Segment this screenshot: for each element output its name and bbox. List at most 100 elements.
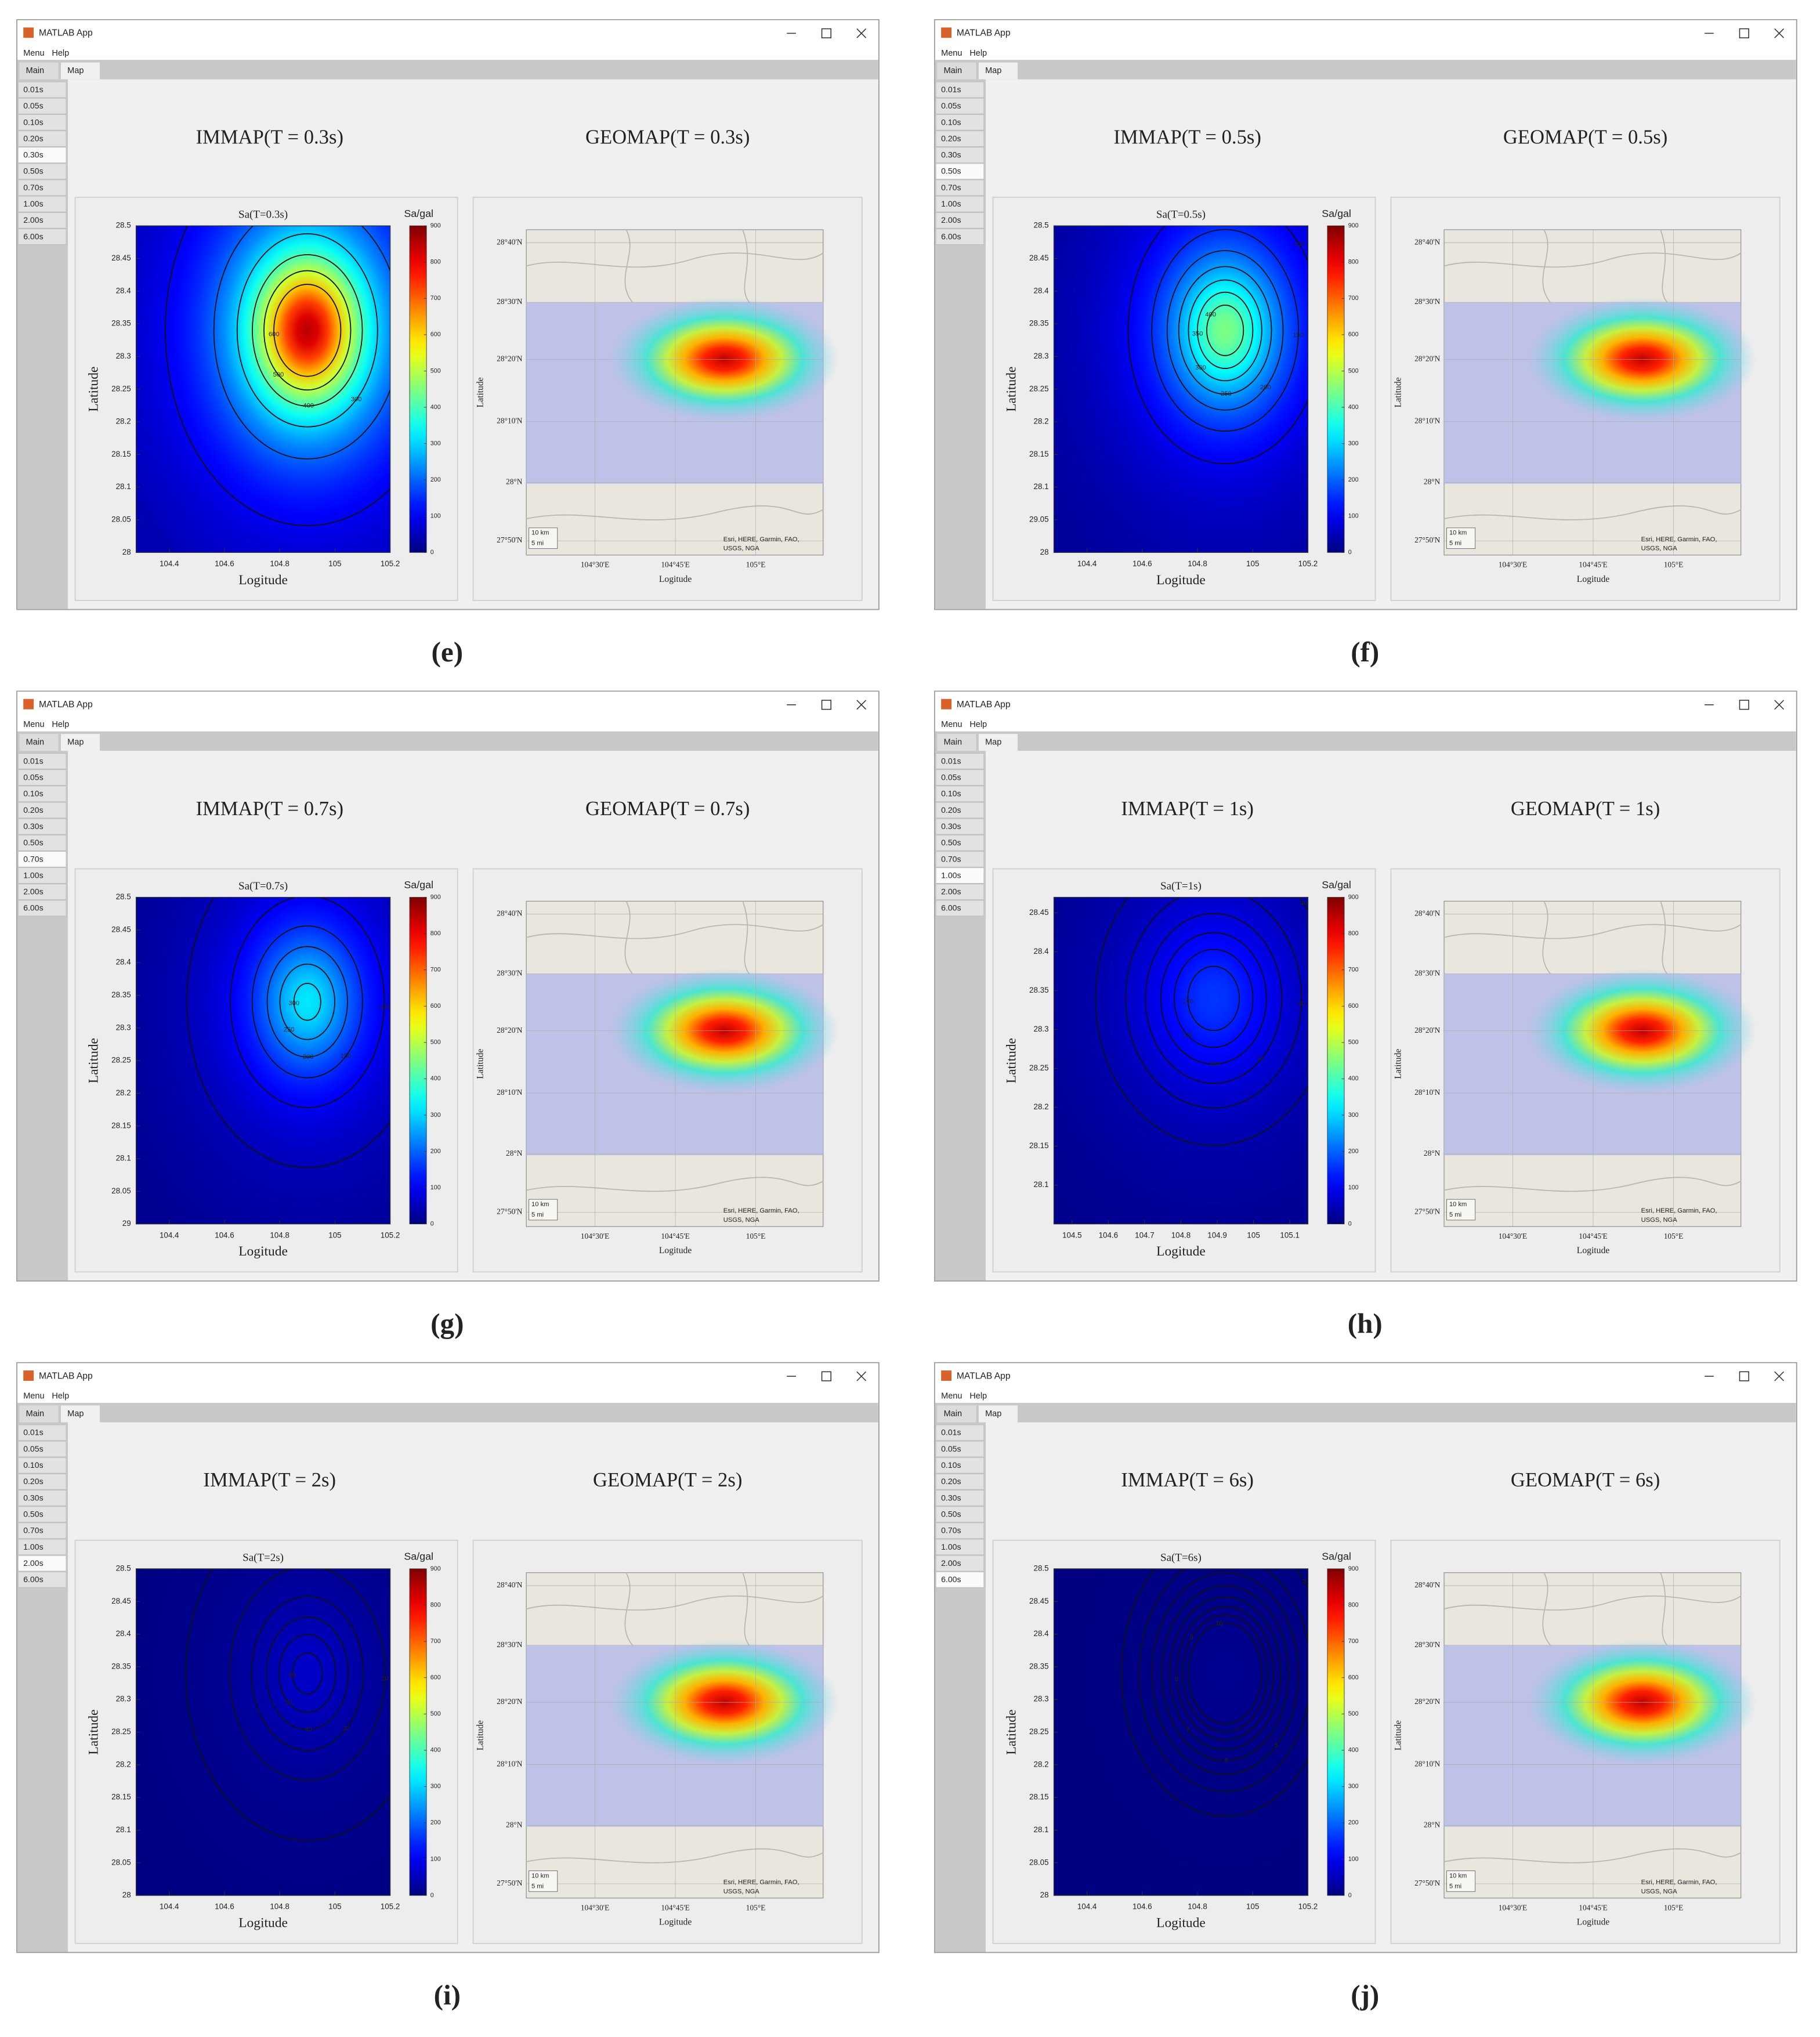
period-button[interactable] [935, 1441, 985, 1457]
tab[interactable] [978, 62, 1018, 79]
period-label[interactable]: 0.20s [941, 805, 961, 815]
period-button[interactable] [935, 196, 985, 212]
period-button[interactable] [17, 1457, 67, 1474]
tab[interactable] [978, 734, 1018, 751]
maximize-button[interactable] [821, 700, 831, 710]
period-label[interactable]: 0.01s [23, 85, 43, 94]
maximize-button[interactable] [1739, 700, 1749, 710]
period-button[interactable] [17, 851, 67, 867]
period-button[interactable] [935, 769, 985, 786]
period-button[interactable] [935, 834, 985, 851]
period-button[interactable] [17, 163, 67, 180]
period-button[interactable] [17, 1555, 67, 1572]
tab[interactable] [19, 1405, 59, 1423]
menu-item[interactable]: Menu [941, 1392, 962, 1401]
period-label[interactable]: 2.00s [23, 887, 43, 896]
period-label[interactable]: 0.50s [23, 838, 43, 847]
tab-label[interactable]: Map [985, 1409, 1001, 1419]
tab[interactable] [978, 1405, 1018, 1423]
period-button[interactable] [935, 81, 985, 98]
menu-item[interactable]: Help [969, 1392, 987, 1401]
menu-item[interactable]: Help [969, 720, 987, 729]
period-label[interactable]: 0.05s [23, 773, 43, 782]
period-label[interactable]: 0.70s [941, 854, 961, 863]
tab-label[interactable]: Main [944, 737, 962, 747]
period-label[interactable]: 0.20s [23, 133, 43, 143]
tab-label[interactable]: Map [985, 737, 1001, 747]
maximize-button[interactable] [1739, 1371, 1749, 1381]
menu-item[interactable]: Help [52, 1392, 69, 1401]
period-label[interactable]: 1.00s [941, 870, 961, 880]
period-label[interactable]: 1.00s [941, 199, 961, 208]
tab[interactable] [937, 1405, 976, 1423]
maximize-button[interactable] [821, 28, 831, 39]
period-button[interactable] [17, 769, 67, 786]
tab-label[interactable]: Main [26, 1409, 44, 1419]
tab-label[interactable]: Main [26, 66, 44, 75]
tab[interactable] [61, 734, 100, 751]
period-label[interactable]: 0.50s [23, 1510, 43, 1519]
period-button[interactable] [935, 900, 985, 917]
tab[interactable] [19, 62, 59, 79]
period-button[interactable] [17, 114, 67, 131]
period-label[interactable]: 0.30s [23, 150, 43, 160]
maximize-button[interactable] [1739, 28, 1749, 39]
period-button[interactable] [17, 884, 67, 900]
period-label[interactable]: 6.00s [941, 1575, 961, 1584]
period-label[interactable]: 0.20s [23, 805, 43, 815]
period-button[interactable] [935, 818, 985, 835]
period-button[interactable] [17, 196, 67, 212]
period-button[interactable] [935, 867, 985, 884]
period-label[interactable]: 0.10s [941, 1460, 961, 1470]
period-button[interactable] [935, 753, 985, 769]
period-label[interactable]: 0.70s [941, 183, 961, 192]
menu-item[interactable]: Menu [23, 49, 44, 58]
period-button[interactable] [17, 900, 67, 917]
period-label[interactable]: 0.70s [23, 183, 43, 192]
menu-item[interactable]: Help [52, 720, 69, 729]
period-label[interactable]: 0.05s [941, 101, 961, 110]
period-button[interactable] [935, 1571, 985, 1588]
period-label[interactable]: 0.01s [941, 756, 961, 765]
period-button[interactable] [935, 131, 985, 147]
period-button[interactable] [935, 179, 985, 196]
period-button[interactable] [17, 818, 67, 835]
period-button[interactable] [935, 212, 985, 229]
period-label[interactable]: 2.00s [23, 1558, 43, 1568]
period-label[interactable]: 0.20s [941, 1477, 961, 1486]
period-button[interactable] [935, 786, 985, 802]
tab-label[interactable]: Main [944, 1409, 962, 1419]
period-button[interactable] [935, 1555, 985, 1572]
period-label[interactable]: 6.00s [23, 231, 43, 241]
period-label[interactable]: 0.50s [23, 167, 43, 176]
period-label[interactable]: 2.00s [941, 887, 961, 896]
period-label[interactable]: 1.00s [23, 199, 43, 208]
period-button[interactable] [17, 1571, 67, 1588]
period-button[interactable] [935, 229, 985, 245]
period-label[interactable]: 0.30s [941, 150, 961, 160]
tab[interactable] [937, 62, 976, 79]
period-label[interactable]: 0.30s [23, 1493, 43, 1502]
tab[interactable] [19, 734, 59, 751]
period-label[interactable]: 0.50s [941, 167, 961, 176]
period-label[interactable]: 0.20s [941, 133, 961, 143]
tab-label[interactable]: Main [26, 737, 44, 747]
period-label[interactable]: 1.00s [941, 1542, 961, 1551]
period-button[interactable] [17, 229, 67, 245]
close-button[interactable] [856, 1371, 867, 1381]
period-label[interactable]: 0.10s [23, 117, 43, 126]
period-button[interactable] [935, 147, 985, 164]
period-label[interactable]: 1.00s [23, 1542, 43, 1551]
close-button[interactable] [1774, 1371, 1784, 1381]
tab-label[interactable]: Map [67, 737, 84, 747]
period-button[interactable] [17, 1490, 67, 1506]
period-button[interactable] [17, 1441, 67, 1457]
period-label[interactable]: 0.70s [941, 1526, 961, 1535]
period-button[interactable] [17, 131, 67, 147]
period-label[interactable]: 0.10s [23, 789, 43, 798]
period-button[interactable] [935, 1506, 985, 1522]
period-button[interactable] [17, 1506, 67, 1522]
close-button[interactable] [1774, 700, 1784, 710]
period-button[interactable] [935, 1522, 985, 1539]
period-button[interactable] [935, 97, 985, 114]
